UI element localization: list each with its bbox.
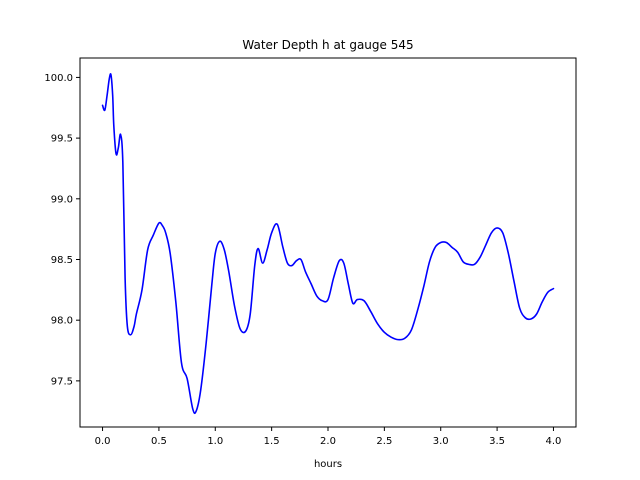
x-tick-label: 3.0: [433, 436, 449, 447]
x-tick-label: 2.5: [376, 436, 392, 447]
y-tick-label: 99.0: [51, 194, 73, 205]
x-axis-label: hours: [314, 459, 342, 470]
y-axis: 97.5 98.0 98.5 99.0 99.5 100.0: [44, 73, 80, 387]
series-line-0: [101, 73, 555, 415]
chart-title: Water Depth h at gauge 545: [242, 38, 413, 52]
y-tick-label: 98.5: [51, 255, 73, 266]
x-tick-label: 4.0: [546, 436, 562, 447]
y-tick-label: 97.5: [51, 376, 73, 387]
y-tick-label: 99.5: [51, 134, 73, 145]
y-tick-label: 100.0: [44, 73, 73, 84]
x-tick-label: 1.5: [264, 436, 280, 447]
series-layer: [101, 73, 555, 415]
x-tick-label: 2.0: [320, 436, 336, 447]
y-tick-label: 98.0: [51, 316, 73, 327]
x-tick-label: 1.0: [207, 436, 223, 447]
x-tick-label: 0.0: [95, 436, 111, 447]
x-tick-label: 0.5: [151, 436, 167, 447]
x-tick-label: 3.5: [489, 436, 505, 447]
x-axis: 0.0 0.5 1.0 1.5 2.0 2.5 3.0 3.5 4.0: [95, 427, 562, 447]
